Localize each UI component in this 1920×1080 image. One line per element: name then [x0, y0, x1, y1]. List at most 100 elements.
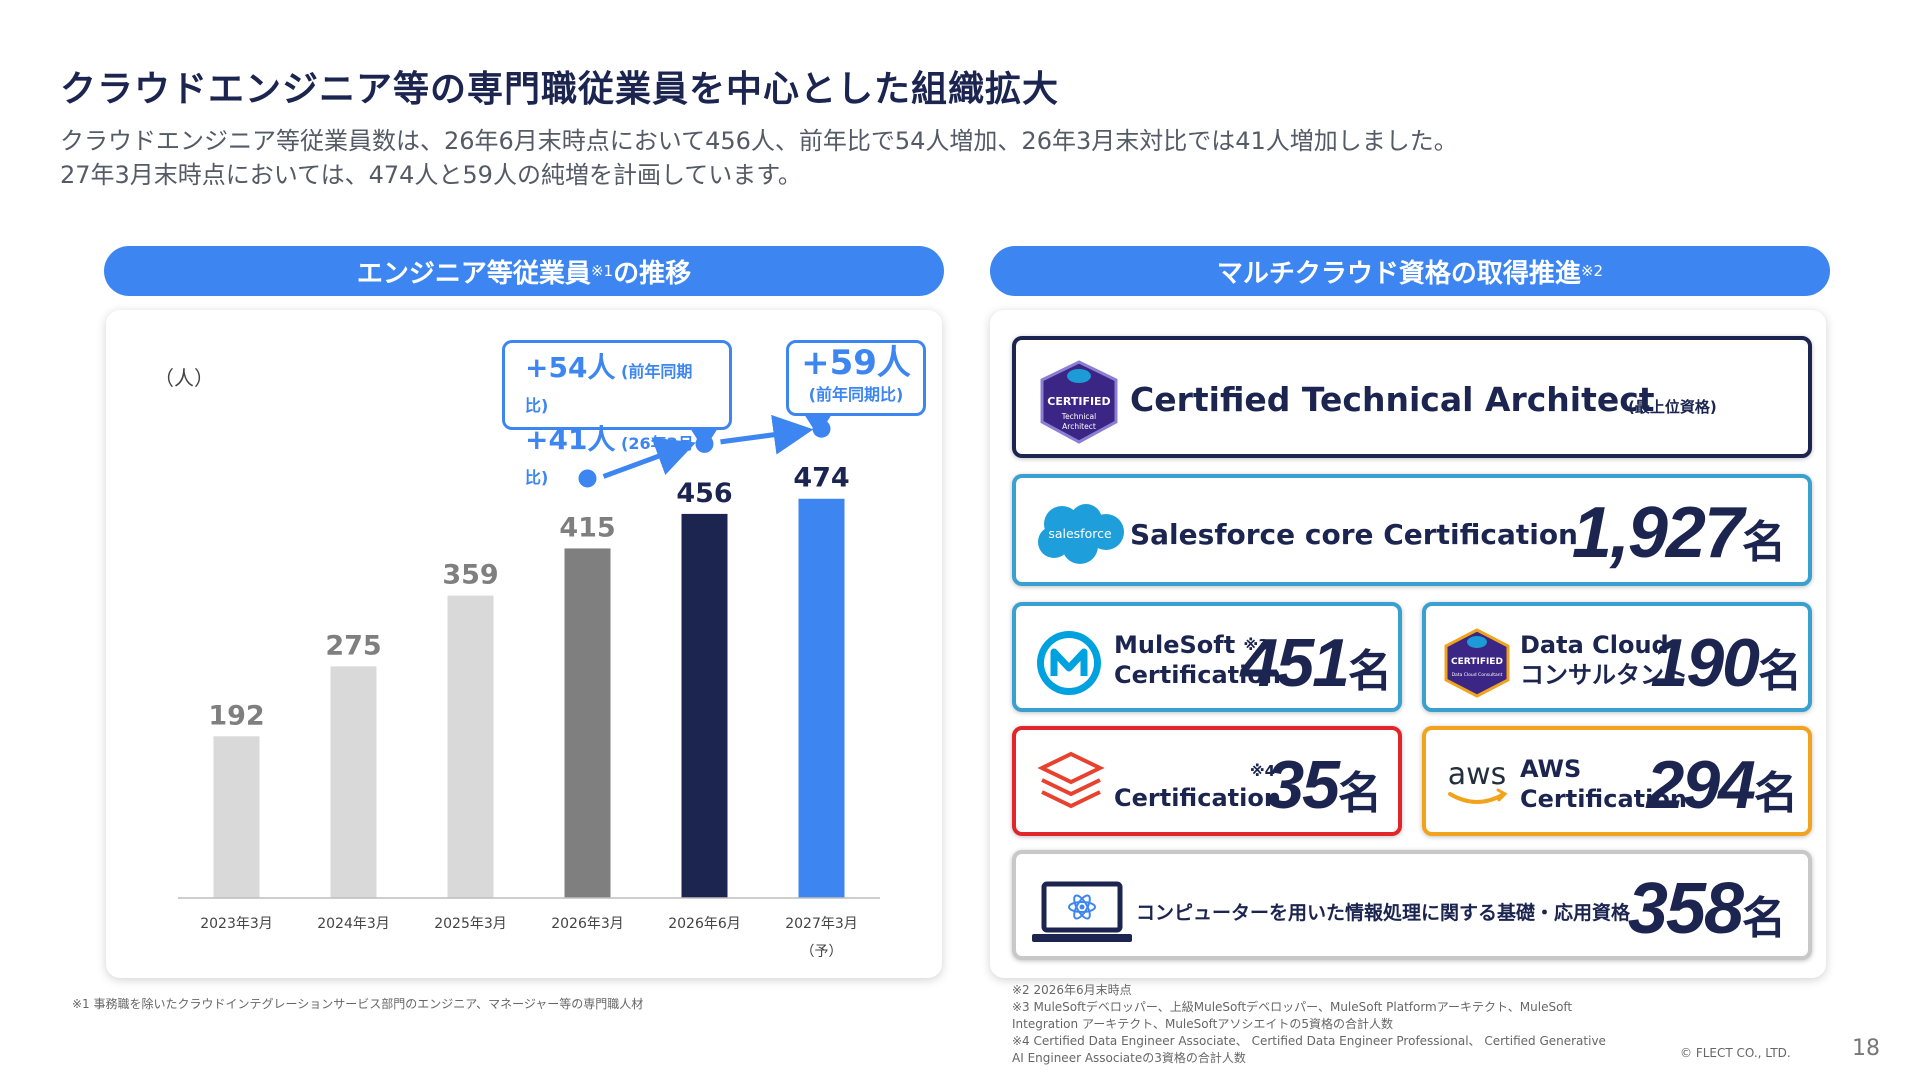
bar-4 — [681, 513, 728, 898]
footnote-2: ※2 2026年6月末時点 — [1012, 983, 1132, 997]
yoy-growth-value: +54人 — [525, 351, 616, 384]
bar-3 — [564, 548, 611, 898]
salesforce-count-unit: 名 — [1742, 518, 1786, 567]
engineer-chart-note: ※1 — [590, 262, 614, 280]
mulesoft-count-unit: 名 — [1348, 647, 1392, 696]
cta-badge-text: CERTIFIED — [1047, 395, 1110, 408]
aws-name: AWS Certification — [1520, 754, 1687, 814]
footnote-1: ※1 事務職を除いたクラウドインテグレーションサービス部門のエンジニア、マネージ… — [72, 997, 644, 1011]
vs-march-growth-value: +41人 — [525, 423, 616, 456]
x-tick-label-5: 2027年3月 — [785, 916, 858, 932]
vs-march-growth-note: (26年3月比) — [525, 434, 694, 487]
certification-header: マルチクラウド資格の取得推進 ※2 — [990, 246, 1830, 296]
mulesoft-name-line1: MuleSoft ※3 — [1114, 630, 1281, 660]
growth-callout-2027: +59人 (前年同期比) — [786, 340, 926, 416]
bar-1 — [330, 666, 377, 898]
databricks-count: 35名 — [1266, 746, 1382, 824]
salesforce-count-value: 1,927 — [1571, 493, 1744, 573]
card-salesforce: salesforce Salesforce core Certification… — [1012, 474, 1812, 586]
mulesoft-name-text: MuleSoft — [1114, 631, 1236, 659]
datacloud-count-unit: 名 — [1758, 647, 1802, 696]
datacloud-count-value: 190 — [1650, 625, 1760, 701]
x-tick-label-3: 2026年3月 — [551, 916, 624, 932]
footnote-4-line1: ※4 Certified Data Engineer Associate、 Ce… — [1012, 1034, 1606, 1048]
bar-5 — [798, 498, 845, 898]
footnote-4-line2: AI Engineer Associateの3資格の合計人数 — [1012, 1051, 1246, 1065]
datacloud-name-line1: Data Cloud — [1520, 631, 1669, 659]
card-data-cloud: CERTIFIED Data Cloud Consultant Data Clo… — [1422, 602, 1812, 712]
subtitle-line-2: 27年3月末時点においては、474人と59人の純増を計画しています。 — [60, 161, 802, 189]
aws-count-value: 294 — [1646, 747, 1756, 823]
aws-name-line2: Certification — [1520, 785, 1687, 813]
x-tick-sublabel-5: （予） — [801, 944, 843, 960]
basic-it-count: 358名 — [1628, 868, 1786, 950]
laptop-icon — [1032, 881, 1132, 942]
basic-it-name: コンピューターを用いた情報処理に関する基礎・応用資格 — [1136, 902, 1631, 924]
callout-a-line2: +41人 (26年3月比) — [525, 423, 709, 495]
basic-it-count-value: 358 — [1627, 869, 1744, 949]
engineer-chart-header: エンジニア等従業員 ※1 の推移 — [104, 246, 944, 296]
footnote-3-line1: ※3 MuleSoftデベロッパー、上級MuleSoftデベロッパー、MuleS… — [1012, 1000, 1573, 1014]
plan-growth-note: (前年同期比) — [808, 385, 904, 404]
callout-a-pointer — [690, 428, 718, 450]
x-tick-label-1: 2024年3月 — [317, 916, 390, 932]
engineer-chart-title-suffix: の推移 — [613, 258, 692, 289]
yoy-growth-note: (前年同期比) — [525, 362, 693, 415]
card-aws: aws AWS Certification 294名 — [1422, 726, 1812, 836]
page-title: クラウドエンジニア等の専門職従業員を中心とした組織拡大 — [60, 69, 1060, 110]
x-tick-label-2: 2025年3月 — [434, 916, 507, 932]
datacloud-name: Data Cloud コンサルタント — [1520, 630, 1688, 690]
trend-dot-0 — [578, 469, 597, 488]
engineer-chart-title: エンジニア等従業員 — [356, 258, 591, 289]
subtitle-line-1: クラウドエンジニア等従業員数は、26年6月末時点において456人、前年比で54人… — [60, 127, 1458, 155]
cta-badge-sub1: Technical — [1061, 412, 1096, 421]
databricks-layers-icon — [1037, 751, 1105, 809]
copyright: © FLECT CO., LTD. — [1680, 1046, 1791, 1060]
page-number: 18 — [1852, 1036, 1880, 1061]
bar-value-label-3: 415 — [559, 512, 615, 543]
trend-arrow-1 — [720, 414, 814, 455]
aws-count-unit: 名 — [1754, 769, 1798, 818]
aws-count: 294名 — [1647, 746, 1798, 824]
x-tick-label-0: 2023年3月 — [200, 916, 273, 932]
databricks-note: ※4 — [1250, 762, 1276, 780]
callout-b-pointer — [804, 414, 832, 436]
bar-0 — [213, 736, 260, 898]
cta-note: (最上位資格) — [1628, 398, 1717, 416]
bar-value-label-2: 359 — [442, 560, 498, 591]
certified-architect-badge-icon: CERTIFIED Technical Architect — [1040, 360, 1118, 444]
callout-a-line1: +54人 (前年同期比) — [525, 351, 709, 423]
engineer-headcount-chart: 192 2023年3月 275 2024年3月 359 2025年3月 415 2026年3月… — [178, 414, 880, 960]
certification-title-note: ※2 — [1580, 262, 1604, 280]
basic-it-count-unit: 名 — [1742, 894, 1786, 943]
datacloud-badge-sub: Data Cloud Consultant — [1452, 672, 1503, 678]
datacloud-name-line2: コンサルタント — [1520, 661, 1688, 689]
databricks-name: Certification — [1114, 784, 1281, 812]
footnote-3-line2: Integration アーキテクト、MuleSoftアソシエイトの5資格の合計… — [1012, 1017, 1393, 1031]
salesforce-name: Salesforce core Certification — [1130, 518, 1578, 551]
salesforce-logo-text: salesforce — [1048, 526, 1112, 541]
salesforce-count: 1,927名 — [1572, 492, 1786, 574]
cta-name: Certified Technical Architect — [1130, 380, 1655, 419]
bar-2 — [447, 595, 494, 898]
mulesoft-logo-icon — [1037, 631, 1101, 695]
card-technical-architect: CERTIFIED Technical Architect Certified … — [1012, 336, 1812, 458]
databricks-count-unit: 名 — [1338, 769, 1382, 818]
mulesoft-name: MuleSoft ※3 Certification — [1114, 630, 1281, 690]
trend-arrow-0 — [602, 437, 696, 479]
certification-title: マルチクラウド資格の取得推進 — [1216, 258, 1581, 289]
data-cloud-badge-icon: CERTIFIED Data Cloud Consultant — [1444, 628, 1510, 698]
plan-growth-value: +59人 — [801, 343, 911, 383]
datacloud-count: 190名 — [1651, 624, 1802, 702]
mulesoft-name-line2: Certification — [1114, 661, 1281, 689]
x-tick-label-4: 2026年6月 — [668, 916, 741, 932]
page-subtitle: クラウドエンジニア等従業員数は、26年6月末時点において456人、前年比で54人… — [60, 124, 1458, 192]
databricks-count-value: 35 — [1266, 747, 1340, 823]
card-basic-it-certification: コンピューターを用いた情報処理に関する基礎・応用資格 358名 — [1012, 850, 1812, 960]
bar-value-label-1: 275 — [325, 630, 381, 661]
cta-badge-sub2: Architect — [1062, 422, 1096, 431]
bar-value-label-0: 192 — [208, 700, 264, 731]
datacloud-badge-text: CERTIFIED — [1451, 657, 1503, 667]
aws-logo-text: aws — [1448, 757, 1507, 792]
mulesoft-note: ※3 — [1243, 636, 1269, 654]
